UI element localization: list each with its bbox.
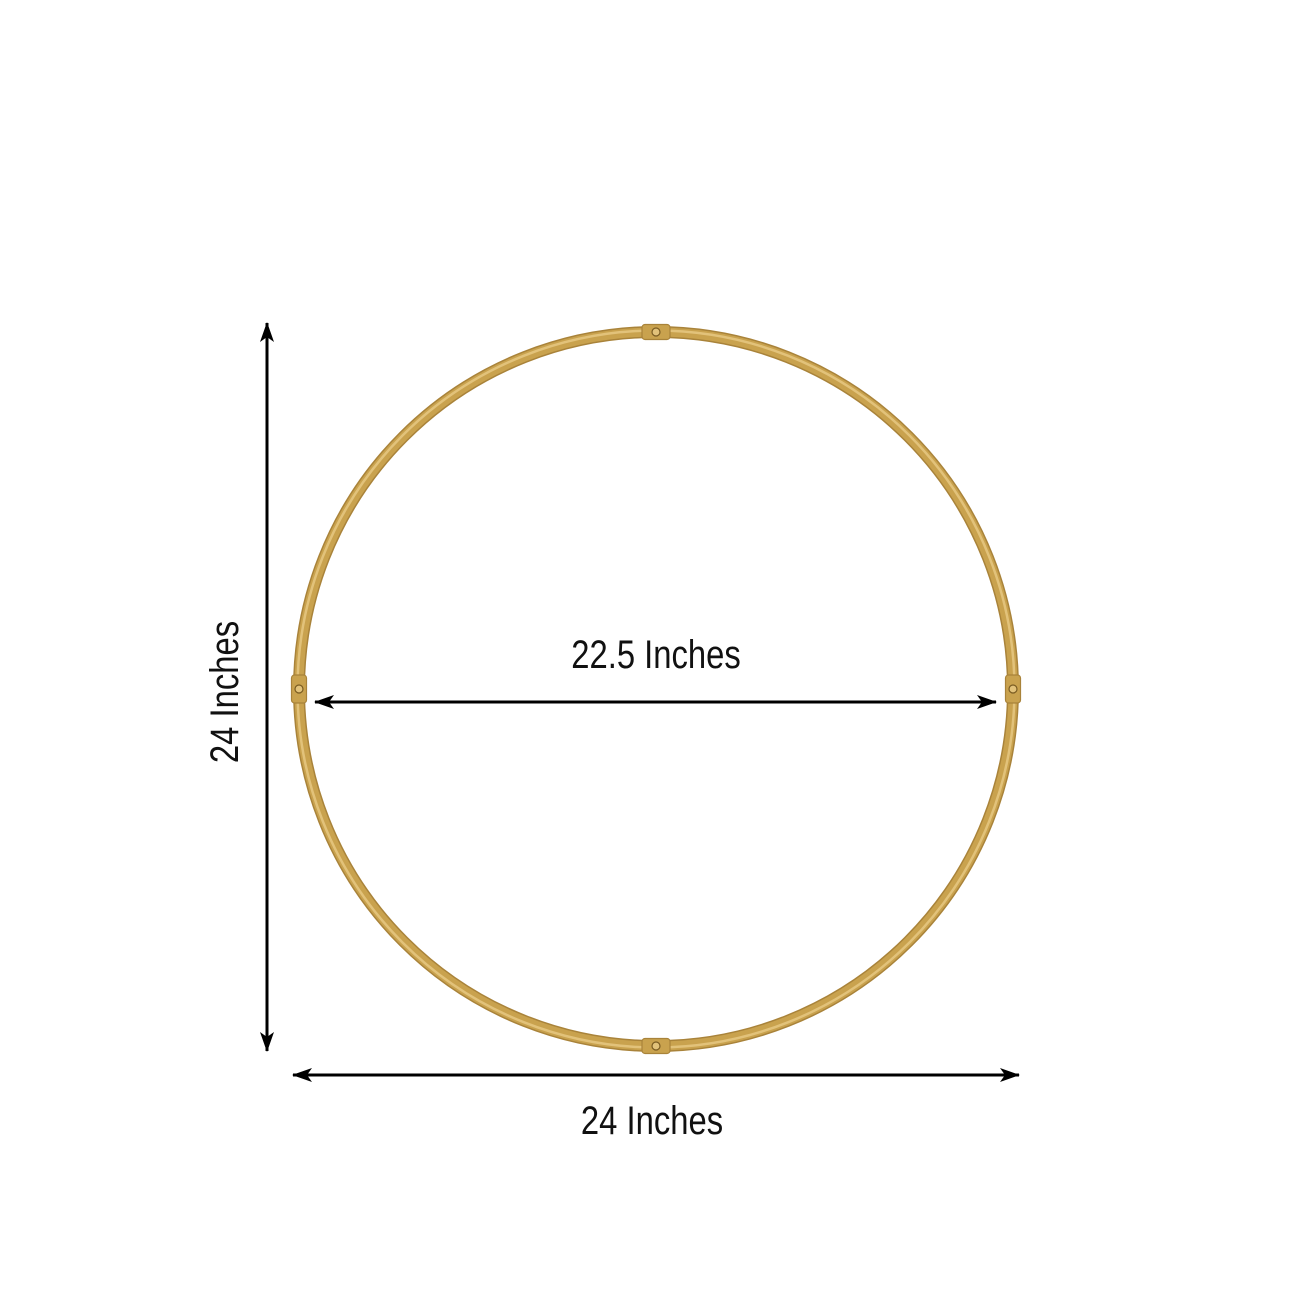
joint-screw-icon — [294, 684, 304, 694]
width-label: 24 Inches — [581, 1098, 723, 1143]
height-label: 24 Inches — [202, 621, 247, 763]
gold-ring — [290, 323, 1022, 1055]
joint-screw-icon — [651, 327, 661, 337]
ring-surface — [294, 327, 1018, 1051]
joint-screw-icon — [651, 1041, 661, 1051]
inner-diameter-label: 22.5 Inches — [571, 632, 741, 677]
joint-screw-icon — [1008, 684, 1018, 694]
